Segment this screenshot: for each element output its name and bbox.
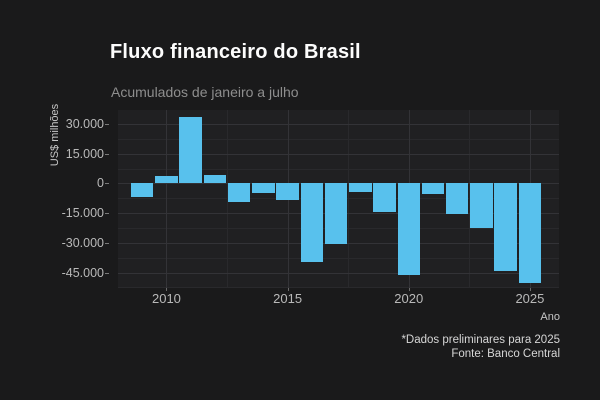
bar-2017 bbox=[324, 183, 348, 245]
bar-2021 bbox=[421, 183, 445, 194]
bar-2024 bbox=[494, 183, 517, 271]
gridline-h-minor bbox=[118, 287, 559, 288]
x-tick-mark bbox=[529, 288, 531, 291]
bar-2015 bbox=[276, 183, 299, 200]
y-tick-mark bbox=[105, 272, 109, 274]
plot-panel bbox=[118, 110, 559, 288]
bar-2018 bbox=[349, 183, 372, 193]
page-title: Fluxo financeiro do Brasil bbox=[110, 41, 361, 63]
bar-2019 bbox=[373, 183, 396, 212]
x-tick-label: 2015 bbox=[273, 291, 303, 306]
page-subtitle: Acumulados de janeiro a julho bbox=[111, 84, 299, 100]
caption-source: Fonte: Banco Central bbox=[451, 348, 560, 360]
y-tick-label: -45.000 bbox=[61, 265, 104, 280]
y-tick-mark bbox=[105, 213, 109, 215]
bar-2010 bbox=[155, 176, 178, 184]
gridline-v-major bbox=[166, 110, 168, 288]
x-tick-label: 2020 bbox=[394, 291, 424, 306]
gridline-v-minor bbox=[469, 110, 471, 288]
gridline-h-major bbox=[118, 124, 559, 126]
gridline-v-minor bbox=[348, 110, 350, 288]
bar-2020 bbox=[397, 183, 420, 275]
bar-2011 bbox=[179, 117, 202, 184]
y-tick-mark bbox=[105, 242, 109, 244]
bar-2009 bbox=[131, 183, 154, 198]
y-tick-mark bbox=[105, 153, 109, 155]
caption: *Dados preliminares para 2025 Fonte: Ban… bbox=[401, 333, 560, 361]
x-axis-title: Ano bbox=[540, 311, 560, 323]
bar-2013 bbox=[227, 183, 251, 202]
bar-2023 bbox=[470, 183, 493, 229]
bar-2022 bbox=[446, 183, 469, 215]
bar-2016 bbox=[300, 183, 324, 262]
x-tick-mark bbox=[408, 288, 410, 291]
gridline-v-minor bbox=[227, 110, 229, 288]
x-tick-mark bbox=[166, 288, 168, 291]
x-tick-label: 2025 bbox=[515, 291, 545, 306]
x-tick-label: 2010 bbox=[151, 291, 181, 306]
y-tick-mark bbox=[105, 183, 109, 185]
x-tick-mark bbox=[287, 288, 289, 291]
y-tick-label: 0 bbox=[97, 176, 104, 191]
gridline-h-major bbox=[118, 153, 559, 155]
gridline-h-minor bbox=[118, 257, 559, 259]
caption-note: *Dados preliminares para 2025 bbox=[401, 334, 560, 346]
bar-2012 bbox=[203, 175, 227, 184]
y-tick-label: 30.000 bbox=[65, 117, 104, 132]
gridline-h-minor bbox=[118, 138, 559, 140]
y-tick-label: 15.000 bbox=[65, 146, 104, 161]
bar-2014 bbox=[252, 183, 275, 194]
y-tick-label: -15.000 bbox=[61, 206, 104, 221]
y-tick-mark bbox=[105, 124, 109, 126]
bar-2025 bbox=[518, 183, 542, 283]
gridline-h-minor bbox=[118, 168, 559, 170]
gridline-h-major bbox=[118, 272, 559, 274]
y-tick-label: -30.000 bbox=[61, 235, 104, 250]
